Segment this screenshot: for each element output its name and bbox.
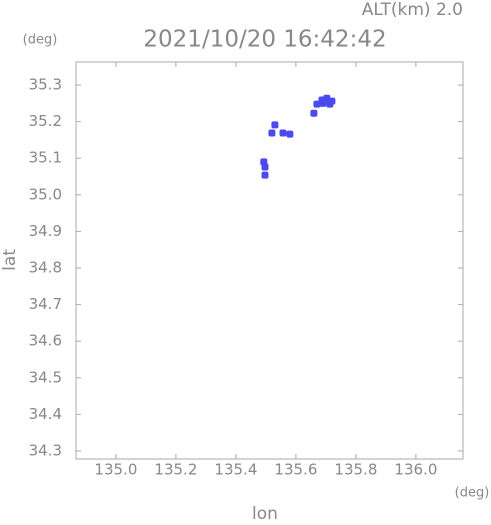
echo-point — [321, 98, 329, 106]
echo-point — [279, 129, 287, 137]
x-axis-label: lon — [252, 504, 278, 521]
x-tick-label: 135.8 — [334, 461, 377, 479]
echo-point — [261, 171, 269, 179]
y-tick-label: 35.1 — [29, 149, 62, 167]
y-tick-label: 34.6 — [29, 332, 62, 350]
y-unit: (deg) — [23, 33, 58, 48]
altitude-label: ALT(km) 2.0 — [362, 0, 463, 20]
echo-point — [261, 163, 269, 171]
plot-frame — [75, 61, 464, 460]
echo-point — [268, 129, 276, 137]
y-tick-label: 34.4 — [29, 405, 62, 423]
y-tick-label: 34.7 — [29, 295, 62, 313]
echo-point — [271, 121, 279, 129]
y-tick-label: 35.2 — [29, 112, 62, 130]
y-axis-label: lat — [0, 249, 20, 271]
y-tick-label: 35.0 — [29, 185, 62, 203]
chart-title: 2021/10/20 16:42:42 — [143, 27, 386, 53]
x-tick-label: 135.6 — [274, 461, 317, 479]
y-tick-label: 34.3 — [29, 441, 62, 459]
echo-point — [313, 100, 321, 108]
x-unit: (deg) — [455, 486, 490, 501]
echo-point — [286, 130, 294, 138]
y-tick-label: 34.5 — [29, 368, 62, 386]
y-tick-label: 34.8 — [29, 259, 62, 277]
y-tick-label: 35.3 — [29, 76, 62, 94]
x-tick-label: 135.0 — [94, 461, 137, 479]
x-tick-label: 135.2 — [154, 461, 197, 479]
x-tick-label: 136.0 — [394, 461, 437, 479]
echo-point — [310, 109, 318, 117]
x-tick-label: 135.4 — [214, 461, 257, 479]
y-tick-label: 34.9 — [29, 222, 62, 240]
